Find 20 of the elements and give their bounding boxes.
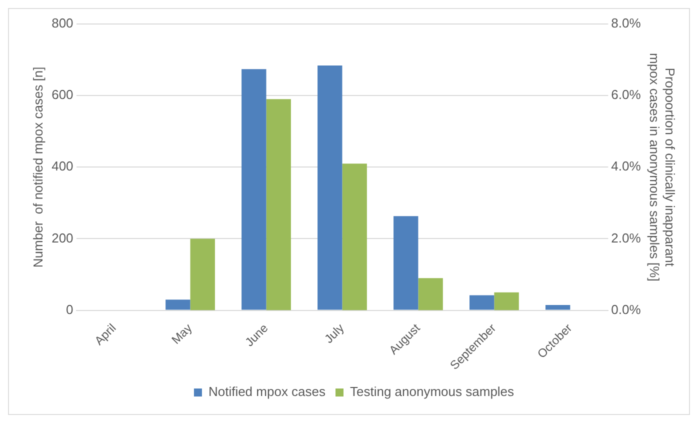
x-tick-label: July: [322, 320, 347, 346]
legend-label: Notified mpox cases: [208, 384, 326, 400]
y2-tick-label: 6.0%: [611, 87, 642, 102]
y-tick-label: 200: [52, 230, 74, 246]
y2-tick-label: 0.0%: [611, 302, 642, 317]
bar: [190, 238, 215, 310]
y-tick-label: 800: [52, 16, 74, 31]
y2-tick-label: 4.0%: [611, 158, 642, 174]
bar: [394, 216, 418, 310]
y2-tick-label: 8.0%: [611, 16, 642, 31]
bar: [545, 304, 570, 310]
y-tick-label: 400: [52, 158, 74, 174]
y-tick-label: 600: [52, 87, 74, 102]
legend-label: Testing anonymous samples: [350, 384, 515, 400]
y2-axis-title: Propoortion of clinically inapparant mpox cases in anonymous samples [%]: [647, 52, 678, 282]
bar: [166, 300, 190, 310]
y-axis-title: Number of notified mpox cases [n]: [30, 66, 46, 268]
x-tick-label: May: [168, 320, 195, 347]
y2-tick-label: 2.0%: [611, 230, 642, 246]
y-tick-label: 0: [66, 302, 74, 317]
